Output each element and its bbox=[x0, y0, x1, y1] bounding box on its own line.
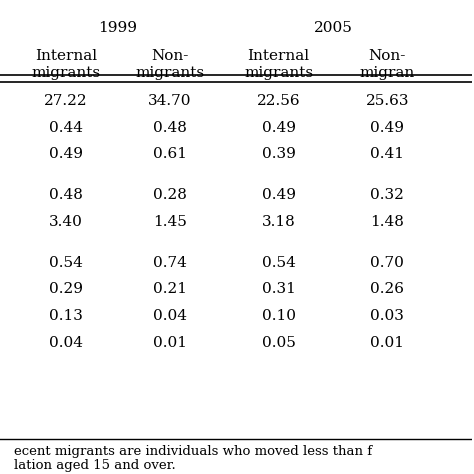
Text: 0.28: 0.28 bbox=[153, 188, 187, 202]
Text: 0.04: 0.04 bbox=[49, 336, 83, 350]
Text: Non-: Non- bbox=[151, 49, 189, 63]
Text: 0.49: 0.49 bbox=[262, 120, 296, 135]
Text: 1.48: 1.48 bbox=[370, 215, 404, 229]
Text: lation aged 15 and over.: lation aged 15 and over. bbox=[14, 459, 176, 472]
Text: Non-: Non- bbox=[368, 49, 406, 63]
Text: 0.01: 0.01 bbox=[153, 336, 187, 350]
Text: 0.61: 0.61 bbox=[153, 147, 187, 161]
Text: 0.29: 0.29 bbox=[49, 283, 83, 296]
Text: migrants: migrants bbox=[32, 66, 100, 80]
Text: 25.63: 25.63 bbox=[365, 94, 409, 108]
Text: 0.48: 0.48 bbox=[49, 188, 83, 202]
Text: 0.26: 0.26 bbox=[370, 283, 404, 296]
Text: 27.22: 27.22 bbox=[44, 94, 88, 108]
Text: 0.01: 0.01 bbox=[370, 336, 404, 350]
Text: 1.45: 1.45 bbox=[153, 215, 187, 229]
Text: 0.05: 0.05 bbox=[262, 336, 295, 350]
Text: 0.13: 0.13 bbox=[49, 309, 83, 323]
Text: migrants: migrants bbox=[244, 66, 313, 80]
Text: 0.39: 0.39 bbox=[262, 147, 295, 161]
Text: 0.10: 0.10 bbox=[262, 309, 296, 323]
Text: 2005: 2005 bbox=[313, 21, 352, 35]
Text: 34.70: 34.70 bbox=[148, 94, 192, 108]
Text: 3.40: 3.40 bbox=[49, 215, 83, 229]
Text: 0.41: 0.41 bbox=[370, 147, 404, 161]
Text: 0.54: 0.54 bbox=[262, 255, 295, 270]
Text: Internal: Internal bbox=[35, 49, 97, 63]
Text: 0.74: 0.74 bbox=[153, 255, 187, 270]
Text: 0.44: 0.44 bbox=[49, 120, 83, 135]
Text: migran: migran bbox=[360, 66, 415, 80]
Text: 0.04: 0.04 bbox=[153, 309, 187, 323]
Text: 0.31: 0.31 bbox=[262, 283, 295, 296]
Text: 3.18: 3.18 bbox=[262, 215, 295, 229]
Text: Internal: Internal bbox=[247, 49, 310, 63]
Text: 0.70: 0.70 bbox=[370, 255, 404, 270]
Text: 0.49: 0.49 bbox=[370, 120, 404, 135]
Text: 0.32: 0.32 bbox=[370, 188, 404, 202]
Text: migrants: migrants bbox=[136, 66, 205, 80]
Text: 0.21: 0.21 bbox=[153, 283, 187, 296]
Text: ecent migrants are individuals who moved less than f: ecent migrants are individuals who moved… bbox=[14, 445, 372, 457]
Text: 0.54: 0.54 bbox=[49, 255, 83, 270]
Text: 0.49: 0.49 bbox=[262, 188, 296, 202]
Text: 0.49: 0.49 bbox=[49, 147, 83, 161]
Text: 1999: 1999 bbox=[99, 21, 137, 35]
Text: 0.03: 0.03 bbox=[370, 309, 404, 323]
Text: 0.48: 0.48 bbox=[153, 120, 187, 135]
Text: 22.56: 22.56 bbox=[257, 94, 301, 108]
